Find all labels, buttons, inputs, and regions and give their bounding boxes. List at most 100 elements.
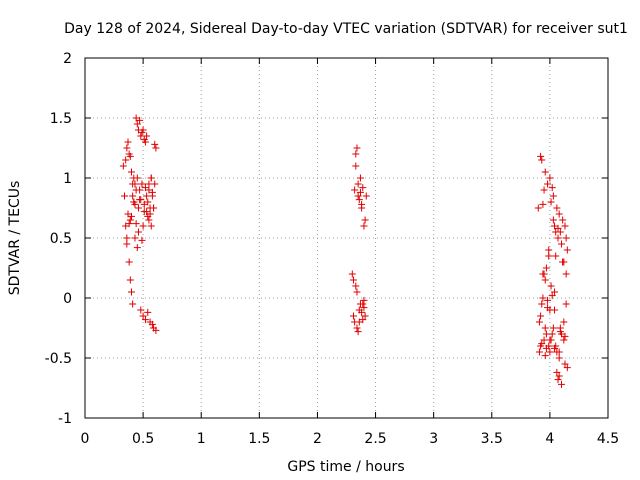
- data-point: [125, 258, 133, 266]
- x-tick-label: 4: [545, 431, 554, 447]
- data-point: [356, 174, 364, 182]
- data-point: [136, 116, 144, 124]
- data-point: [546, 348, 554, 356]
- data-point: [124, 138, 132, 146]
- data-point: [360, 304, 368, 312]
- data-point: [535, 318, 543, 326]
- data-point: [147, 222, 155, 230]
- data-point: [548, 184, 556, 192]
- data-point: [537, 152, 545, 160]
- data-point: [539, 200, 547, 208]
- data-point: [134, 204, 142, 212]
- data-point: [143, 208, 151, 216]
- data-point: [546, 174, 554, 182]
- data-point: [129, 192, 137, 200]
- data-point: [127, 288, 135, 296]
- data-point: [144, 212, 152, 220]
- data-point: [541, 168, 549, 176]
- data-point: [555, 210, 563, 218]
- grid-lines: [85, 58, 608, 418]
- data-point: [131, 234, 139, 242]
- data-point: [141, 184, 149, 192]
- data-point: [545, 342, 553, 350]
- y-tick-label: 0.5: [50, 231, 72, 247]
- data-point: [139, 222, 147, 230]
- data-point: [555, 372, 563, 380]
- data-point: [352, 150, 360, 158]
- data-point: [129, 300, 137, 308]
- data-point: [559, 216, 567, 224]
- data-point: [145, 180, 153, 188]
- data-point: [542, 330, 550, 338]
- y-axis-label: SDTVAR / TECUs: [7, 181, 23, 296]
- data-point: [362, 192, 370, 200]
- data-point: [133, 120, 141, 128]
- data-point: [119, 162, 127, 170]
- data-point: [123, 234, 131, 242]
- data-point: [133, 174, 141, 182]
- y-tick-label: 0: [63, 291, 72, 307]
- data-point: [140, 200, 148, 208]
- data-point: [549, 324, 557, 332]
- data-point: [560, 318, 568, 326]
- data-point: [544, 180, 552, 188]
- data-point: [541, 324, 549, 332]
- data-point: [150, 204, 158, 212]
- data-point: [130, 198, 138, 206]
- data-point: [144, 308, 152, 316]
- data-point: [147, 174, 155, 182]
- data-point: [353, 324, 361, 332]
- data-point: [139, 312, 147, 320]
- data-point: [535, 348, 543, 356]
- data-point: [127, 168, 135, 176]
- data-point: [549, 192, 557, 200]
- data-point: [136, 196, 144, 204]
- data-point: [124, 210, 132, 218]
- data-point: [542, 264, 550, 272]
- x-tick-label: 0: [81, 431, 90, 447]
- x-tick-label: 3: [429, 431, 438, 447]
- data-point: [123, 240, 131, 248]
- data-point: [546, 306, 554, 314]
- data-point: [560, 336, 568, 344]
- data-points: [119, 114, 571, 388]
- data-point: [125, 220, 133, 228]
- data-point: [352, 162, 360, 170]
- data-point: [145, 216, 153, 224]
- data-point: [349, 276, 357, 284]
- data-point: [555, 348, 563, 356]
- data-point: [360, 222, 368, 230]
- data-point: [558, 380, 566, 388]
- data-point: [360, 296, 368, 304]
- data-point: [141, 316, 149, 324]
- data-point: [361, 312, 369, 320]
- data-point: [151, 140, 159, 148]
- data-point: [561, 360, 569, 368]
- data-point: [562, 234, 570, 242]
- data-point: [563, 246, 571, 254]
- data-point: [545, 252, 553, 260]
- data-point: [556, 324, 564, 332]
- data-point: [552, 252, 560, 260]
- data-point: [123, 144, 131, 152]
- data-point: [148, 320, 156, 328]
- data-point: [547, 282, 555, 290]
- data-point: [562, 300, 570, 308]
- data-point: [132, 186, 140, 194]
- data-point: [355, 318, 363, 326]
- data-point: [556, 228, 564, 236]
- data-point: [539, 294, 547, 302]
- data-point: [545, 246, 553, 254]
- data-point: [358, 308, 366, 316]
- data-point: [540, 186, 548, 194]
- data-point: [537, 312, 545, 320]
- data-point: [349, 312, 357, 320]
- data-point: [353, 288, 361, 296]
- data-point: [361, 216, 369, 224]
- data-point: [152, 326, 160, 334]
- data-point: [358, 204, 366, 212]
- data-point: [538, 300, 546, 308]
- data-point: [561, 332, 569, 340]
- data-point: [355, 196, 363, 204]
- data-point: [562, 270, 570, 278]
